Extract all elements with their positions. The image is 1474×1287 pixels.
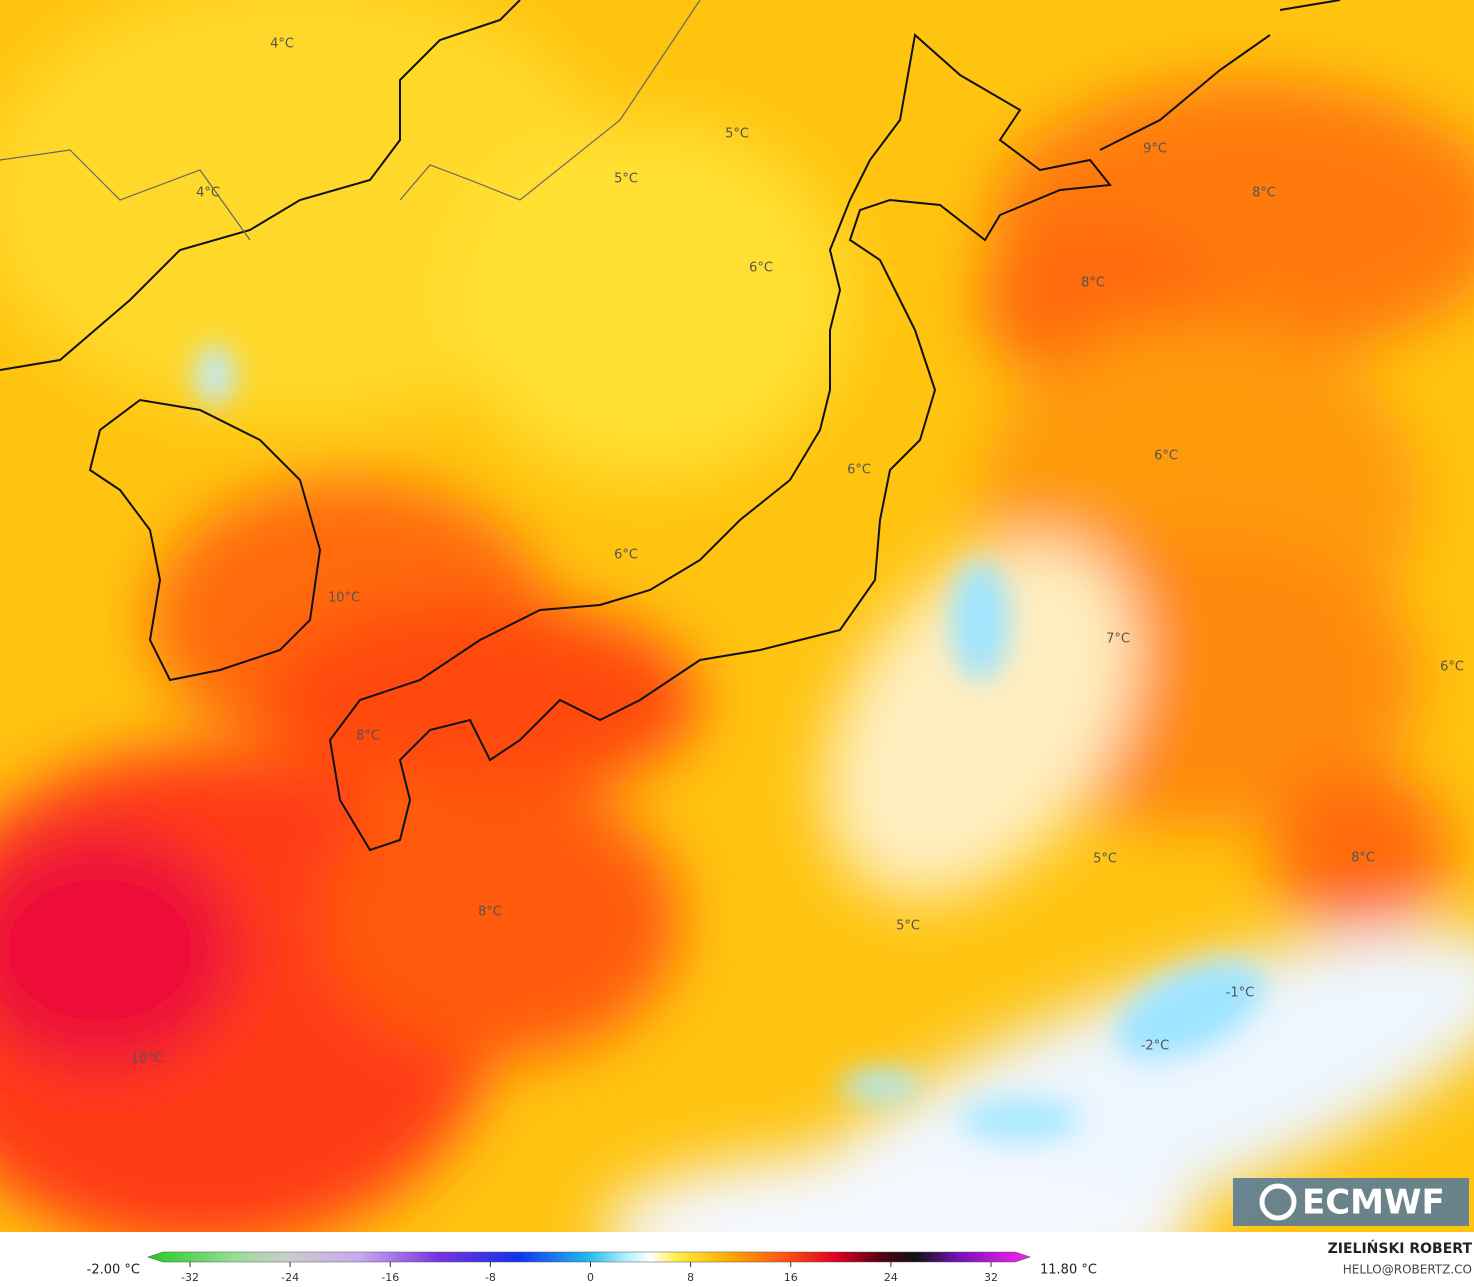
- tick-label: -24: [281, 1271, 299, 1284]
- temp-label: 7°C: [1106, 632, 1130, 647]
- temp-label: 6°C: [749, 261, 773, 276]
- temp-label: 9°C: [1143, 142, 1167, 157]
- logo: ECMWF: [1233, 1178, 1469, 1226]
- temp-label: 5°C: [1093, 852, 1117, 867]
- temp-label: 4°C: [270, 37, 294, 52]
- temp-label: -1°C: [1226, 986, 1255, 1001]
- temp-label: 4°C: [196, 186, 220, 201]
- coastline: [1099, 0, 1341, 151]
- temp-label: 10°C: [131, 1052, 163, 1067]
- email: HELLO@ROBERTZ.CO: [1343, 1263, 1472, 1277]
- temp-label: 6°C: [847, 463, 871, 478]
- temp-label: 5°C: [614, 172, 638, 187]
- border: [0, 0, 701, 241]
- temp-label: 5°C: [725, 127, 749, 142]
- tick-label: 8: [687, 1271, 694, 1284]
- tick-label: 16: [784, 1271, 798, 1284]
- coastline: [0, 0, 521, 371]
- colorbar-ticks: -32 -24 -16 -8 0 8 16 24 32: [181, 1262, 998, 1284]
- temp-label: 8°C: [478, 905, 502, 920]
- temp-label: 6°C: [614, 548, 638, 563]
- tick-label: -32: [181, 1271, 199, 1284]
- logo-text: ECMWF: [1302, 1183, 1445, 1223]
- temp-label: 6°C: [1154, 449, 1178, 464]
- coastline: [88, 398, 322, 682]
- colorbar-max: 11.80 °C: [1040, 1263, 1097, 1278]
- tick-label: 24: [884, 1271, 898, 1284]
- colorbar: [147, 1251, 1031, 1263]
- temp-label: 8°C: [1081, 276, 1105, 291]
- tick-label: 32: [984, 1271, 998, 1284]
- author: ZIELIŃSKI ROBERT: [1328, 1239, 1473, 1257]
- tick-label: 0: [587, 1271, 594, 1284]
- tick-label: -16: [381, 1271, 399, 1284]
- contour-labels: 4°C 4°C 5°C 5°C 6°C 8°C 8°C 9°C 6°C 6°C …: [131, 37, 1464, 1067]
- tick-label: -8: [485, 1271, 496, 1284]
- temp-label: 10°C: [328, 591, 360, 606]
- temp-label: 8°C: [1351, 851, 1375, 866]
- temp-label: 8°C: [356, 729, 380, 744]
- temp-label: 5°C: [896, 919, 920, 934]
- colorbar-min: -2.00 °C: [87, 1263, 140, 1278]
- temp-label: 8°C: [1252, 186, 1276, 201]
- temp-label: -2°C: [1141, 1039, 1170, 1054]
- temp-label: 6°C: [1440, 660, 1464, 675]
- coastline: [328, 33, 1112, 852]
